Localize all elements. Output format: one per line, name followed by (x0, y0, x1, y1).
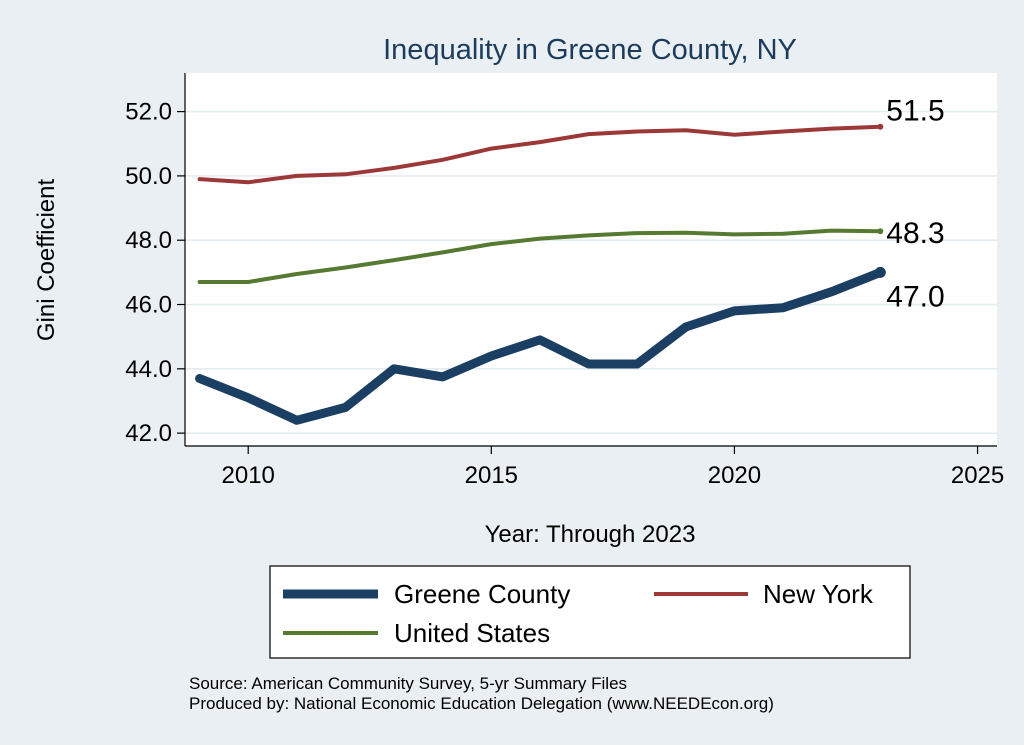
producer-note: Produced by: National Economic Education… (189, 694, 774, 713)
x-tick-label: 2015 (465, 462, 518, 489)
series-line-new-york (197, 124, 883, 185)
end-label-united-states: 48.3 (886, 217, 944, 250)
x-tick-label: 2025 (951, 462, 1004, 489)
legend-label-greene-county: Greene County (394, 579, 570, 609)
legend-box (269, 565, 911, 659)
y-tick-label: 42.0 (125, 420, 172, 447)
x-axis-ticks: 2010 2015 2020 2025 (222, 446, 1004, 489)
y-tick-label: 46.0 (125, 292, 172, 319)
series-line-greene-county (195, 267, 885, 425)
y-tick-label: 50.0 (125, 163, 172, 190)
end-label-new-york: 51.5 (886, 95, 944, 128)
y-tick-label: 48.0 (125, 227, 172, 254)
x-axis-title: Year: Through 2023 (485, 521, 696, 548)
legend: Greene County New York United States (269, 565, 911, 659)
y-tick-label: 52.0 (125, 99, 172, 126)
chart-title: Inequality in Greene County, NY (383, 34, 797, 66)
y-axis-ticks: 42.0 44.0 46.0 48.0 50.0 52.0 (125, 99, 185, 447)
end-labels: 47.0 51.5 48.3 (886, 95, 944, 314)
y-axis-title: Gini Coefficient (33, 179, 60, 342)
legend-label-united-states: United States (394, 618, 550, 648)
plot-area (185, 73, 997, 446)
series-end-point-greene-county (874, 266, 886, 278)
legend-label-new-york: New York (763, 579, 874, 609)
source-note: Source: American Community Survey, 5-yr … (189, 674, 627, 693)
x-tick-label: 2020 (708, 462, 761, 489)
series-lines (195, 123, 886, 425)
series-end-point-united-states (877, 228, 884, 235)
y-tick-label: 44.0 (125, 356, 172, 383)
series-end-point-new-york (877, 123, 884, 130)
end-label-greene-county: 47.0 (886, 280, 944, 313)
series-line-united-states (197, 228, 883, 284)
x-tick-label: 2010 (222, 462, 275, 489)
